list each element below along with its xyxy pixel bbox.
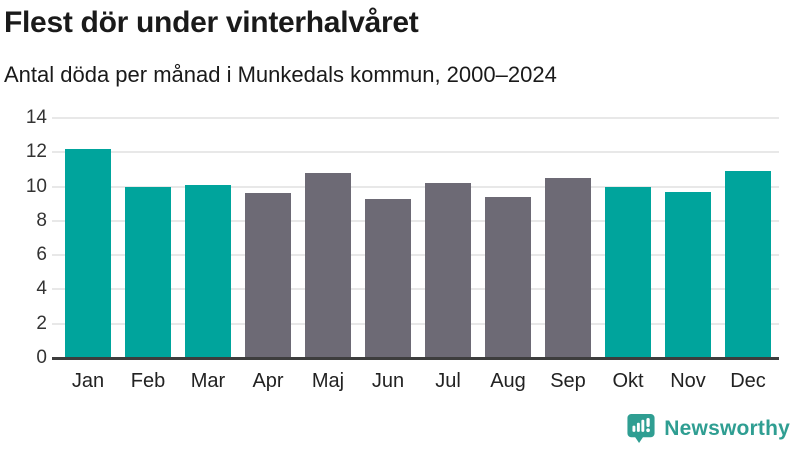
y-tick-label: 4 <box>36 278 47 300</box>
gridline <box>52 117 779 119</box>
gridline <box>52 185 779 188</box>
x-tick-label: Okt <box>612 370 644 392</box>
gridline <box>52 288 779 291</box>
y-axis: 0 2 4 6 8 10 12 14 <box>0 107 47 368</box>
x-tick-label: Maj <box>311 370 345 392</box>
gridline <box>52 219 779 222</box>
newsworthy-logo-icon <box>626 413 656 444</box>
y-tick-label: 8 <box>36 209 47 231</box>
bar-feb <box>124 186 172 358</box>
plot-area <box>58 118 778 358</box>
bar-apr <box>244 193 292 358</box>
x-tick-label: Jan <box>71 370 105 392</box>
bar-jan <box>64 148 112 358</box>
bar-maj <box>304 172 352 358</box>
bar-jun <box>364 198 412 358</box>
gridline <box>52 151 779 154</box>
x-tick-label: Jun <box>371 370 405 392</box>
y-tick-label: 2 <box>36 312 47 334</box>
bar-mar <box>184 184 232 358</box>
x-tick-label: Sep <box>550 370 586 392</box>
chart-title: Flest dör under vinterhalvåret <box>4 6 419 39</box>
brand-name: Newsworthy <box>664 416 790 440</box>
bar-aug <box>484 196 532 358</box>
x-tick-label: Feb <box>130 370 166 392</box>
y-tick-label: 10 <box>25 175 47 197</box>
x-tick-label: Dec <box>730 370 766 392</box>
gridline <box>52 322 779 325</box>
bar-nov <box>664 191 712 358</box>
y-tick-label: 14 <box>25 107 47 128</box>
gridlines <box>52 117 779 358</box>
x-axis-line <box>52 357 779 360</box>
bar-okt <box>604 186 652 358</box>
x-tick-label: Apr <box>252 370 284 392</box>
chart-subtitle: Antal döda per månad i Munkedals kommun,… <box>4 62 557 87</box>
x-axis: Jan Feb Mar Apr Maj Jun Jul Aug Sep Okt Nov Dec <box>58 368 778 394</box>
y-tick-label: 6 <box>36 244 47 266</box>
brand-footer[interactable]: Newsworthy <box>626 413 790 444</box>
bar-jul <box>424 183 472 358</box>
x-tick-label: Nov <box>670 370 706 392</box>
x-tick-label: Mar <box>190 370 226 392</box>
bar-sep <box>544 178 592 358</box>
speech-bubble-shape <box>627 413 655 444</box>
bar-dec <box>724 171 772 358</box>
gridline <box>52 254 779 257</box>
x-tick-label: Jul <box>435 370 461 392</box>
y-tick-label: 12 <box>25 141 47 163</box>
y-tick-label: 0 <box>36 347 47 368</box>
x-tick-label: Aug <box>490 370 526 392</box>
